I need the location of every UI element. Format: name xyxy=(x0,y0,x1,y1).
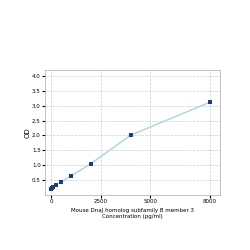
Point xyxy=(89,162,93,166)
X-axis label: Mouse DnaJ homolog subfamily B member 3
Concentration (pg/ml): Mouse DnaJ homolog subfamily B member 3 … xyxy=(71,208,194,219)
Point xyxy=(69,174,73,178)
Point xyxy=(50,186,54,190)
Point xyxy=(208,100,212,104)
Point xyxy=(49,187,53,191)
Point xyxy=(128,133,132,137)
Y-axis label: OD: OD xyxy=(25,127,31,138)
Point xyxy=(59,180,63,184)
Point xyxy=(54,183,58,187)
Point xyxy=(52,185,56,189)
